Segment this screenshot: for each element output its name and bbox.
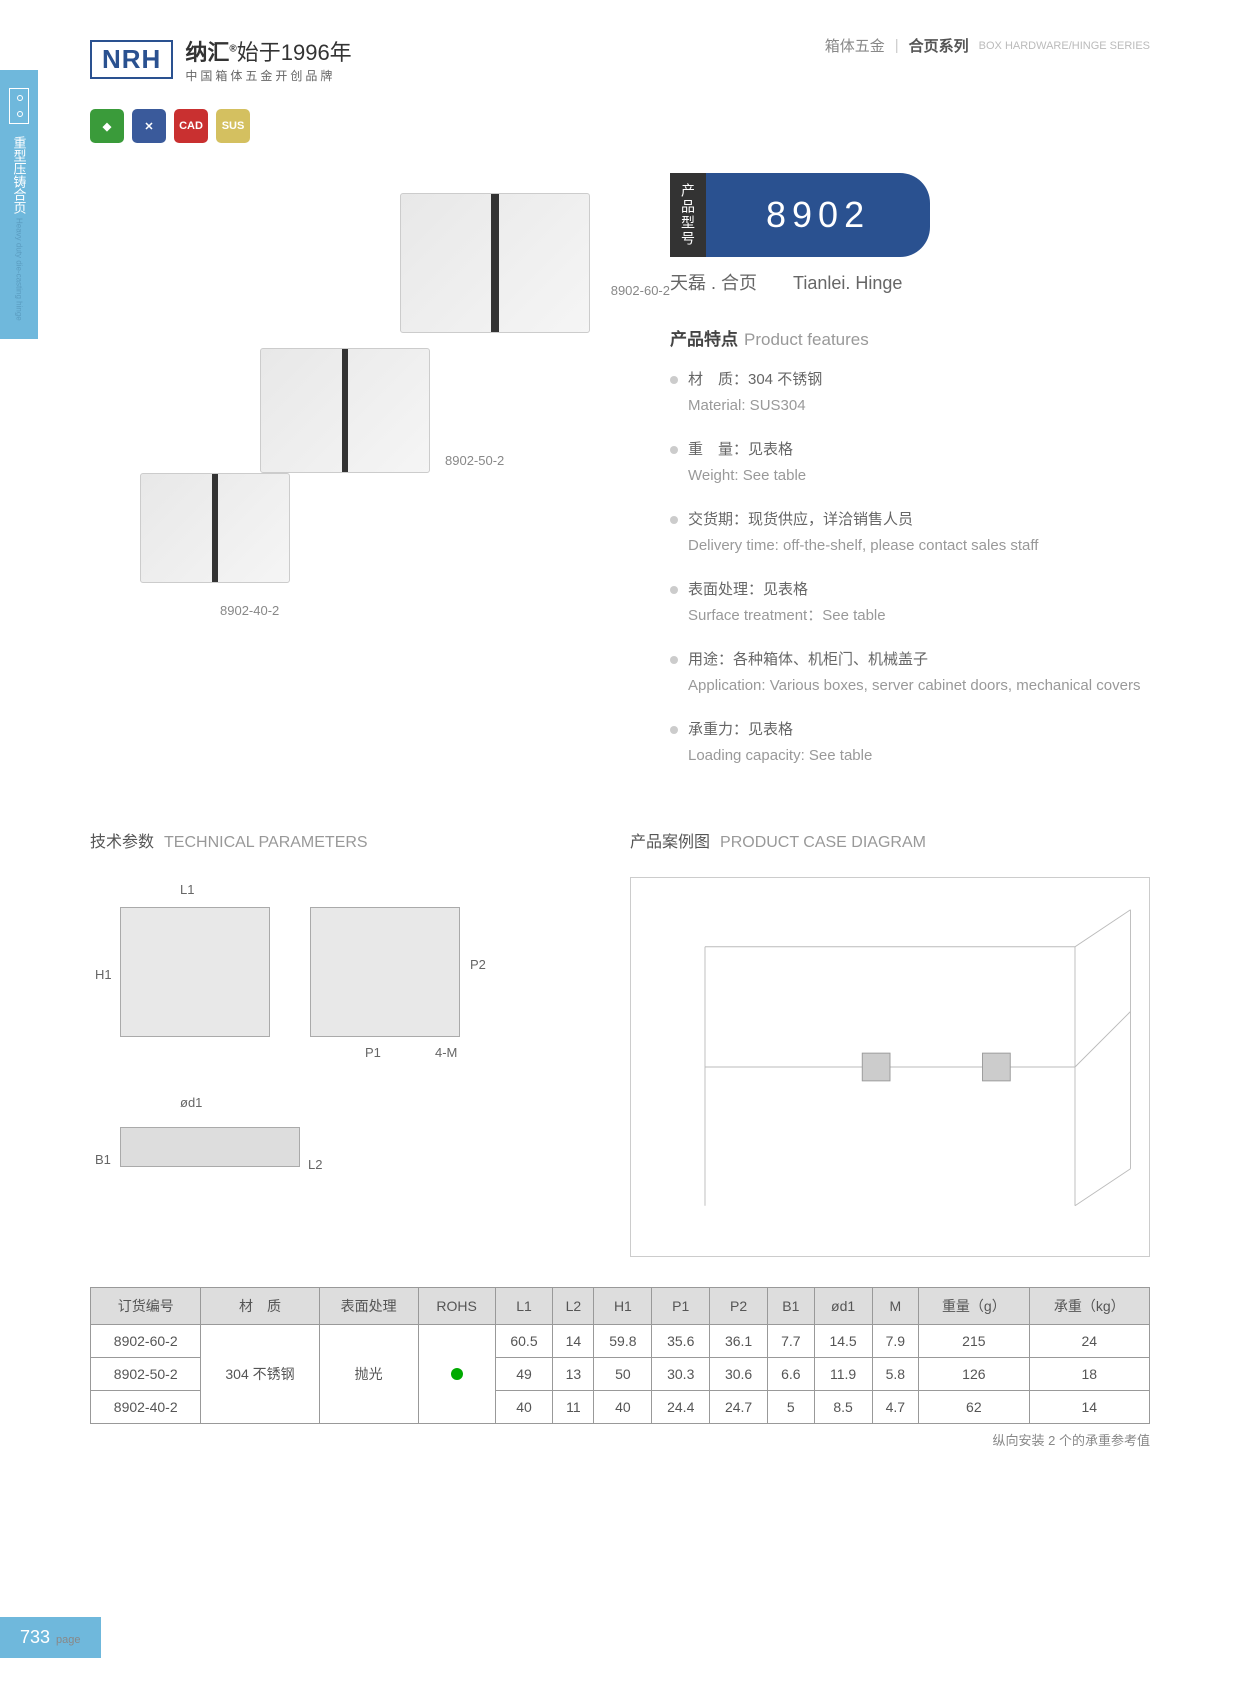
- spec-table: 订货编号材 质表面处理ROHSL1L2H1P1P2B1ød1M重量（g）承重（k…: [90, 1287, 1150, 1424]
- tech-title: 技术参数TECHNICAL PARAMETERS: [90, 828, 590, 852]
- table-row: 8902-60-2304 不锈钢抛光60.51459.835.636.17.71…: [91, 1325, 1150, 1358]
- feature-item: 表面处理：见表格Surface treatment：See table: [670, 578, 1150, 628]
- feature-item: 重 量：见表格Weight: See table: [670, 438, 1150, 488]
- features-title: 产品特点Product features: [670, 325, 1150, 350]
- logo-tagline: 中国箱体五金开创品牌: [185, 67, 351, 84]
- badge: SUS: [216, 109, 250, 143]
- tech-diagrams: L1 H1 P2 P1 4-M ød1 B1 L2: [90, 877, 590, 1217]
- side-tab: 重型压铸合页 Heavy duty die-casting hinge: [0, 70, 38, 339]
- logo-area: NRH 纳汇®始于1996年 中国箱体五金开创品牌: [90, 35, 352, 84]
- logo-brand: 纳汇®始于1996年: [185, 35, 351, 67]
- feature-item: 承重力：见表格Loading capacity: See table: [670, 718, 1150, 768]
- case-diagram: [630, 877, 1150, 1257]
- case-title: 产品案例图PRODUCT CASE DIAGRAM: [630, 828, 1150, 852]
- feature-item: 用途：各种箱体、机柜门、机械盖子Application: Various box…: [670, 648, 1150, 698]
- logo-mark: NRH: [90, 40, 173, 79]
- hinge-icon: [9, 88, 29, 124]
- badge: ✕: [132, 109, 166, 143]
- table-note: 纵向安装 2 个的承重参考值: [90, 1430, 1150, 1449]
- feature-item: 材 质：304 不锈钢Material: SUS304: [670, 368, 1150, 418]
- badge: ◆: [90, 109, 124, 143]
- badge: CAD: [174, 109, 208, 143]
- page-number: 733page: [0, 1617, 101, 1658]
- model-number: 产品型号 8902: [670, 173, 1150, 257]
- feature-item: 交货期：现货供应，详洽销售人员Delivery time: off-the-sh…: [670, 508, 1150, 558]
- badges: ◆✕CADSUS: [0, 109, 1240, 143]
- header-category: 箱体五金|合页系列BOX HARDWARE/HINGE SERIES: [825, 35, 1150, 56]
- product-image: 8902-60-2 8902-50-2 8902-40-2: [90, 173, 620, 653]
- model-name: 天磊 . 合页 Tianlei. Hinge: [670, 269, 1150, 295]
